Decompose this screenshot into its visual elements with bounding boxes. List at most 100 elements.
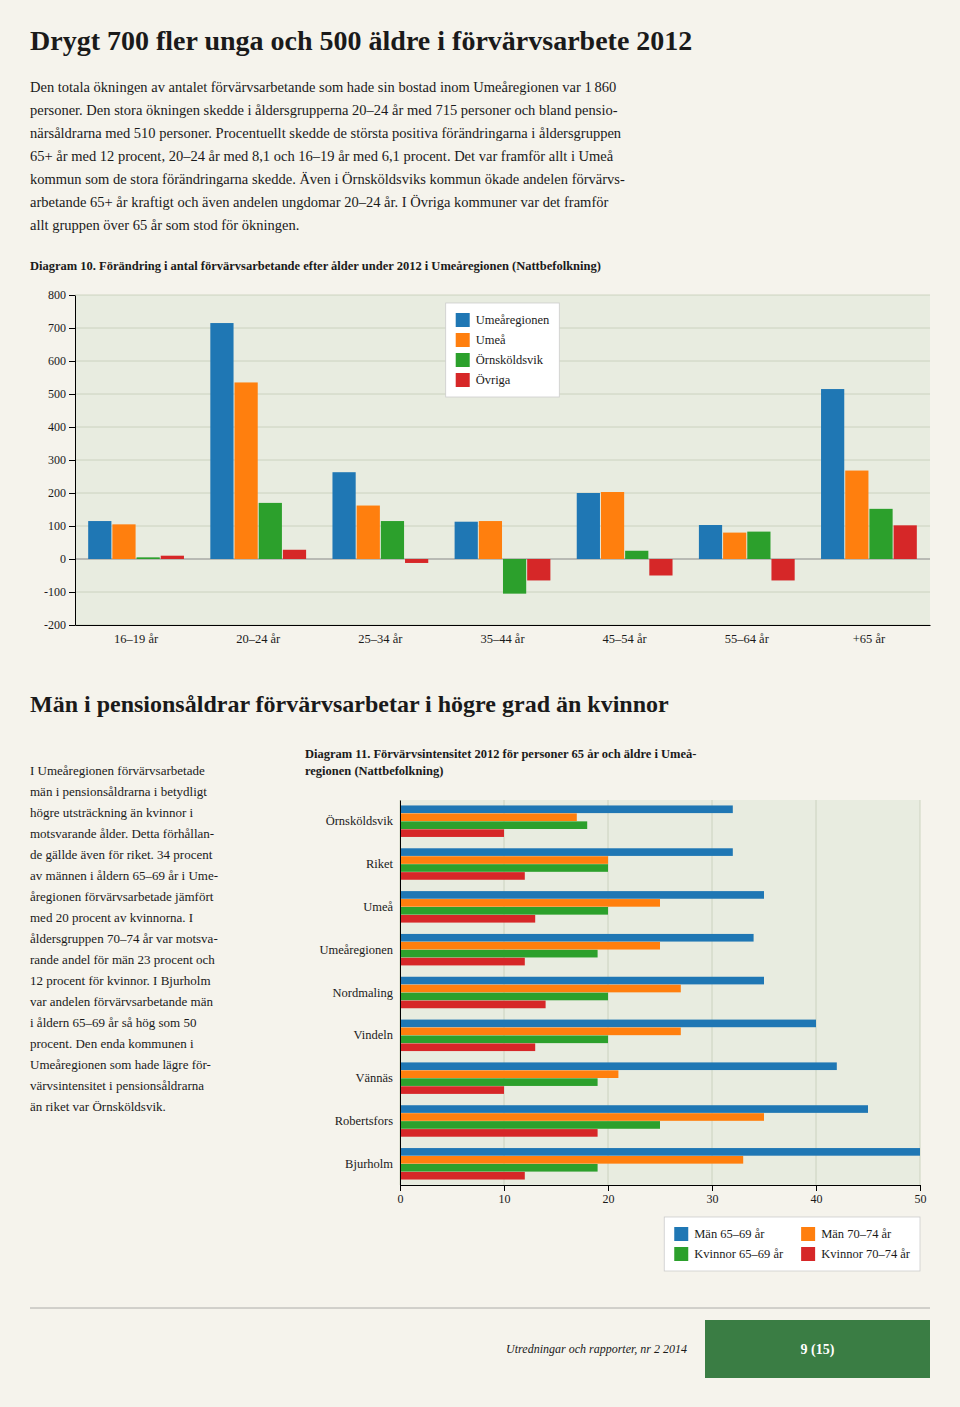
tick-label: Bjurholm [345,1157,393,1171]
axis-line [76,625,931,626]
tick-mark [504,1185,505,1191]
grid-line [75,295,930,296]
chart-title-line: regionen (Nattbefolkning) [305,764,443,778]
tick: -100 [44,585,75,599]
bar [400,1028,681,1036]
bar [112,524,135,559]
bar [357,506,380,559]
bar [400,1078,598,1086]
bar [400,1148,920,1156]
tick-label: Örnsköldsvik [326,814,394,828]
bar [210,323,233,559]
legend-swatch [456,313,470,327]
side-text: Umeåregionen som hade lägre för- [30,1057,211,1072]
bar [400,1020,816,1028]
tick: Nordmaling [333,986,394,1000]
bar [400,958,525,966]
bar [601,492,624,559]
series [161,525,917,580]
tick: Robertsfors [335,1114,393,1128]
bar [400,813,577,821]
tick: Örnsköldsvik [326,814,394,828]
tick-label: 55–64 år [725,632,770,646]
bar [400,993,608,1001]
tick: 20–24 år [236,632,281,646]
legend-swatch [674,1247,688,1261]
legend-item: Kvinnor 70–74 år [801,1247,911,1261]
bar [235,382,258,559]
legend-item: Män 65–69 år [674,1227,765,1241]
series [137,503,893,594]
tick-label: 700 [48,321,66,335]
grid-line [75,427,930,428]
series [400,805,920,1155]
tick-label: 20 [603,1192,615,1206]
bar [723,533,746,559]
body-text: arbetande 65+ år kraftigt och även andel… [30,194,608,210]
side-text: högre utsträckning än kvinnor i [30,805,194,820]
tick: 800 [48,288,75,302]
bar [894,525,917,559]
bar [771,559,794,580]
tick-mark [920,1185,921,1191]
tick-label: Riket [366,857,394,871]
tick: 55–64 år [725,632,770,646]
body-text: 65+ år med 12 procent, 20–24 år med 8,1 … [30,148,614,164]
section-heading: Män i pensionsåldrar förvärvsarbetar i h… [30,691,669,717]
tick-mark [69,295,75,296]
side-text: åregionen förvärvsarbetade jämfört [30,889,214,904]
body-text: närsåldrarna med 510 personer. Procentue… [30,125,622,141]
legend-item: Umeåregionen [456,313,550,327]
bar [400,1086,504,1094]
grid [75,295,930,625]
tick: 600 [48,354,75,368]
page-title: Drygt 700 fler unga och 500 äldre i förv… [30,25,692,56]
tick-label: 400 [48,420,66,434]
side-text: åldersgruppen 70–74 år var motsva- [30,931,218,946]
tick-mark [69,427,75,428]
tick: 16–19 år [114,632,159,646]
bar [161,556,184,559]
bar [400,848,733,856]
legend-item: Kvinnor 65–69 år [674,1247,784,1261]
chart-title: Diagram 11. Förvärvsintensitet 2012 för … [305,747,696,778]
tick: 40 [811,1185,823,1206]
legend-item: Umeå [456,333,506,347]
bar [400,1164,598,1172]
bars [400,805,920,1179]
side-text: än riket var Örnsköldsvik. [30,1099,166,1114]
grid [400,800,920,1185]
tick-label: Vindeln [353,1028,393,1042]
bar [577,493,600,559]
tick-mark [69,394,75,395]
grid-line [75,558,930,559]
legend-label: Örnsköldsvik [476,353,544,367]
bar [400,950,598,958]
tick-label: 100 [48,519,66,533]
bars [88,323,917,594]
bar [869,509,892,559]
side-text: procent. Den enda kommunen i [30,1036,194,1051]
tick: 500 [48,387,75,401]
bar [400,821,587,829]
bar [400,864,608,872]
tick-mark [69,526,75,527]
tick-label: 500 [48,387,66,401]
tick: 100 [48,519,75,533]
bar [400,1062,837,1070]
side-text: värvsintensitet i pensionsåldrarna [30,1078,204,1093]
side-text: män i pensionsåldrarna i betydligt [30,784,207,799]
tick-label: -200 [44,618,66,632]
legend-label: Umeåregionen [476,313,550,327]
legend-label: Kvinnor 65–69 år [694,1247,784,1261]
tick-label: Umeåregionen [319,943,393,957]
series [400,829,598,1179]
body-text: allt gruppen över 65 år som stod för ökn… [30,217,299,233]
tick: Bjurholm [345,1157,393,1171]
legend-box [446,303,560,397]
tick: +65 år [853,632,886,646]
tick-label: +65 år [853,632,886,646]
page-number: 9 (15) [801,1342,835,1358]
bar [400,985,681,993]
tick: 25–34 år [358,632,403,646]
